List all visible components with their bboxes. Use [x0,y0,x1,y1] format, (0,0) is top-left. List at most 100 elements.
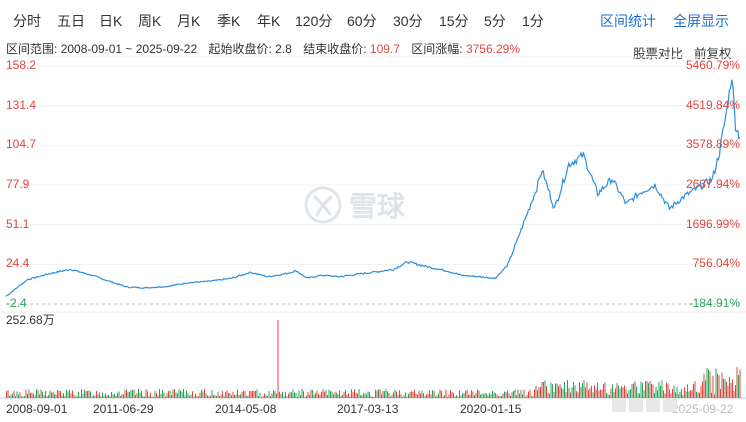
volume-bar [136,393,138,398]
tab-7[interactable]: 120分 [295,13,333,29]
volume-bar [177,393,178,398]
volume-bar [240,394,241,398]
volume-bar [267,396,268,398]
tab-4[interactable]: 月K [177,13,201,29]
volume-bar [685,391,687,398]
volume-bar [691,389,693,398]
tab-12[interactable]: 1分 [522,13,544,29]
volume-bar [717,373,718,398]
volume-bar [493,392,495,398]
volume-bar [496,394,498,398]
volume-bar [622,387,624,398]
volume-bar [189,395,190,398]
volume-bar [657,390,658,398]
volume-bar [456,395,457,398]
volume-bar [348,393,349,398]
volume-bar [349,396,351,398]
volume-bar [687,384,688,398]
volume-bar [442,396,444,398]
volume-bar [70,393,72,398]
volume-bar [418,391,420,398]
volume-bar [565,391,567,398]
toolbar-button-3[interactable] [646,398,660,412]
tab-10[interactable]: 15分 [439,13,469,29]
y-axis-left-label: 24.4 [6,256,30,271]
volume-bar [232,391,234,398]
volume-bar [190,394,192,398]
volume-bar [514,389,516,398]
tab-8[interactable]: 60分 [347,13,377,29]
volume-bar [642,382,643,398]
volume-bar [690,390,691,398]
tab-0[interactable]: 分时 [13,13,41,29]
volume-bar [660,385,661,398]
tab-9[interactable]: 30分 [393,13,423,29]
toolbar-button-2[interactable] [629,398,643,412]
volume-bar [495,393,496,398]
volume-bar [378,389,379,398]
tab-5[interactable]: 季K [217,13,241,29]
x-axis-label: 2025-09-22 [672,402,734,416]
volume-bar [262,396,264,398]
volume-bar [306,395,307,398]
volume-bar [505,392,507,398]
toolbar-button-1[interactable] [612,398,626,412]
volume-bar [721,372,723,398]
volume-bar [132,389,133,398]
volume-bar [546,386,547,398]
volume-bar [558,386,559,398]
tab-11[interactable]: 5分 [484,13,506,29]
volume-bar [207,395,208,398]
volume-bar [624,385,625,398]
volume-bar [523,389,525,398]
volume-bar [117,392,118,398]
volume-bar [550,382,552,398]
volume-bar [355,393,357,398]
volume-bar [406,396,408,398]
volume-bar [102,392,103,398]
tab-3[interactable]: 周K [138,13,162,29]
volume-bar [109,396,111,398]
volume-bar [222,391,223,398]
end-close-value: 109.7 [369,42,400,56]
toolbar-button-4[interactable] [663,398,677,412]
range-stats-link[interactable]: 区间统计 [600,13,656,29]
tab-6[interactable]: 年K [257,13,281,29]
tab-2[interactable]: 日K [99,13,123,29]
end-close-label: 结束收盘价: [303,42,367,56]
y-axis-left-label: 104.7 [6,137,37,152]
volume-bar [663,390,664,398]
volume-bar [42,391,43,398]
volume-bar [87,391,88,398]
volume-bar [405,392,406,398]
volume-bar [474,395,475,398]
volume-bar [669,389,670,398]
volume-bar [312,389,313,398]
volume-bar [153,396,154,398]
start-close-label: 起始收盘价: [208,42,272,56]
volume-bar [36,389,37,398]
volume-bar [10,395,12,398]
volume-bar [435,396,436,398]
volume-bar [286,396,288,398]
volume-bar [583,380,585,398]
volume-bar [468,394,469,398]
volume-bar [424,396,426,398]
volume-bar [154,390,156,398]
volume-bar [615,388,616,398]
volume-bar [172,389,174,398]
volume-bar [729,376,730,398]
volume-bar [354,389,355,398]
volume-bar [252,390,253,398]
volume-bar [168,391,169,398]
volume-bar [264,393,265,398]
volume-bar [159,389,160,398]
volume-bar [304,396,306,398]
volume-bar [619,388,621,398]
volume-bar [711,392,712,398]
volume-bar [238,395,240,398]
tab-1[interactable]: 五日 [57,13,85,29]
volume-bar [112,394,114,398]
volume-bar [223,396,225,398]
fullscreen-link[interactable]: 全屏显示 [673,13,729,29]
